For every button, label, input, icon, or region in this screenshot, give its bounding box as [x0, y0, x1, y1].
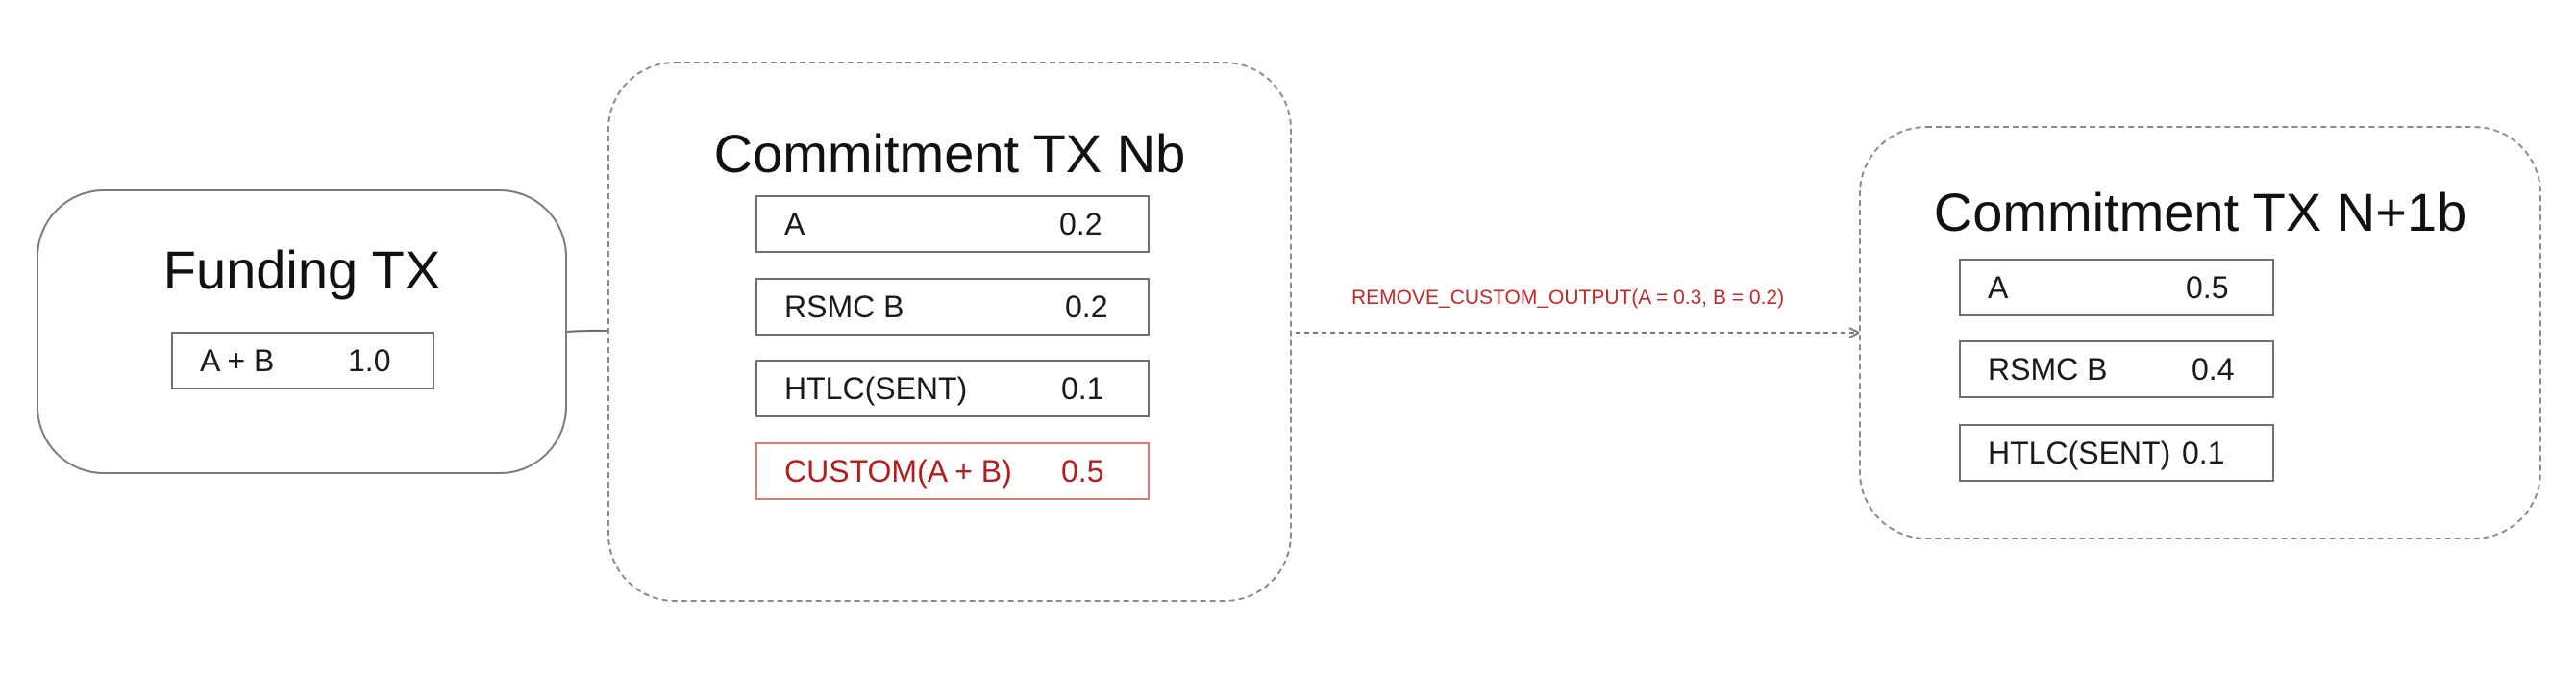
output-value: 0.5	[1061, 454, 1104, 489]
commitment-nb-output-rsmc-b: RSMC B 0.2	[755, 278, 1150, 336]
operation-label: REMOVE_CUSTOM_OUTPUT(A = 0.3, B = 0.2)	[1351, 287, 1785, 309]
funding-tx-box: Funding TX A + B 1.0	[37, 189, 567, 474]
commitment-n1b-output-a: A 0.5	[1959, 259, 2274, 316]
commitment-tx-nb-box: Commitment TX Nb A 0.2 RSMC B 0.2 HTLC(S…	[607, 62, 1292, 602]
output-label: A + B	[200, 343, 275, 378]
output-label: RSMC B	[1988, 352, 2108, 387]
output-label: A	[784, 207, 805, 241]
transition-arrowhead	[1848, 327, 1862, 338]
commitment-nb-output-a: A 0.2	[755, 195, 1150, 253]
commitment-n1b-output-rsmc-b: RSMC B 0.4	[1959, 340, 2274, 398]
output-value: 0.4	[2192, 352, 2235, 387]
output-value: 0.1	[2182, 436, 2225, 470]
commitment-nb-output-custom: CUSTOM(A + B) 0.5	[755, 442, 1150, 500]
commitment-tx-n1b-title: Commitment TX N+1b	[1933, 182, 2467, 242]
output-label: CUSTOM(A + B)	[784, 454, 1012, 489]
output-label: A	[1988, 270, 2009, 305]
output-value: 0.2	[1059, 207, 1102, 241]
output-label: RSMC B	[784, 289, 904, 324]
output-value: 0.1	[1061, 371, 1104, 406]
funding-output-a-b: A + B 1.0	[171, 332, 434, 389]
commitment-nb-output-htlc-sent: HTLC(SENT) 0.1	[755, 360, 1150, 417]
commitment-n1b-output-htlc-sent: HTLC(SENT) 0.1	[1959, 424, 2274, 482]
commitment-tx-nb-title: Commitment TX Nb	[713, 123, 1186, 184]
output-label: HTLC(SENT)	[784, 371, 968, 406]
commitment-tx-n1b-box: Commitment TX N+1b A 0.5 RSMC B 0.4 HTLC…	[1859, 126, 2541, 539]
output-value: 0.5	[2186, 270, 2229, 305]
output-value: 0.2	[1065, 289, 1108, 324]
funding-tx-title: Funding TX	[162, 239, 441, 300]
output-label: HTLC(SENT)	[1988, 436, 2171, 470]
output-value: 1.0	[348, 343, 391, 378]
